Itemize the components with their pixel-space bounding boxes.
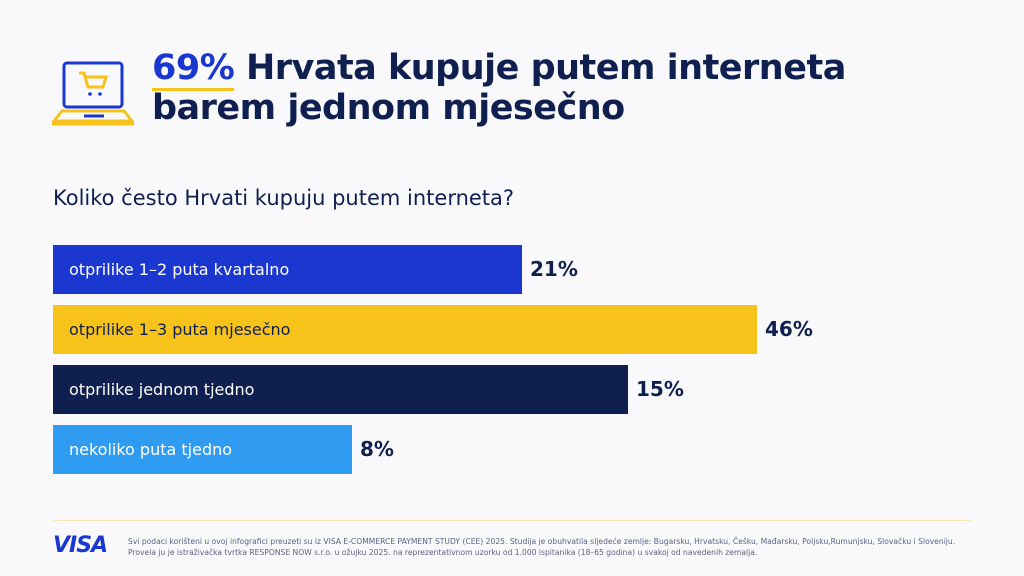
title-highlight: 69% [152,48,235,91]
title-line-1: Hrvata kupuje putem interneta [245,48,846,88]
title-line-2: barem jednom mjesečno [152,88,625,128]
bar: otprilike 1–3 puta mjesečno [53,305,757,354]
bar: otprilike jednom tjedno [53,365,628,414]
bar-value-label: 8% [360,437,394,461]
footer-note: Svi podaci korišteni u ovoj infografici … [128,536,955,558]
footer-line-2: Provela ju je istraživačka tvrtka RESPON… [128,548,758,557]
bar: otprilike 1–2 puta kvartalno [53,245,522,294]
bar-category-label: otprilike 1–3 puta mjesečno [69,320,291,339]
page-title: 69% Hrvata kupuje putem interneta barem … [152,48,846,128]
bar-value-label: 46% [765,317,813,341]
visa-logo: VISA [53,533,108,558]
bar-category-label: otprilike 1–2 puta kvartalno [69,260,290,279]
footer-line-1: Svi podaci korišteni u ovoj infografici … [128,537,956,546]
bar: nekoliko puta tjedno [53,425,352,474]
bar-value-label: 21% [530,257,578,281]
bar-value-label: 15% [636,377,684,401]
bar-category-label: otprilike jednom tjedno [69,380,255,399]
laptop-shopping-cart-icon [52,61,134,126]
bar-category-label: nekoliko puta tjedno [69,440,233,459]
chart-title: Koliko često Hrvati kupuju putem interne… [53,186,515,210]
footer-divider [53,520,971,521]
